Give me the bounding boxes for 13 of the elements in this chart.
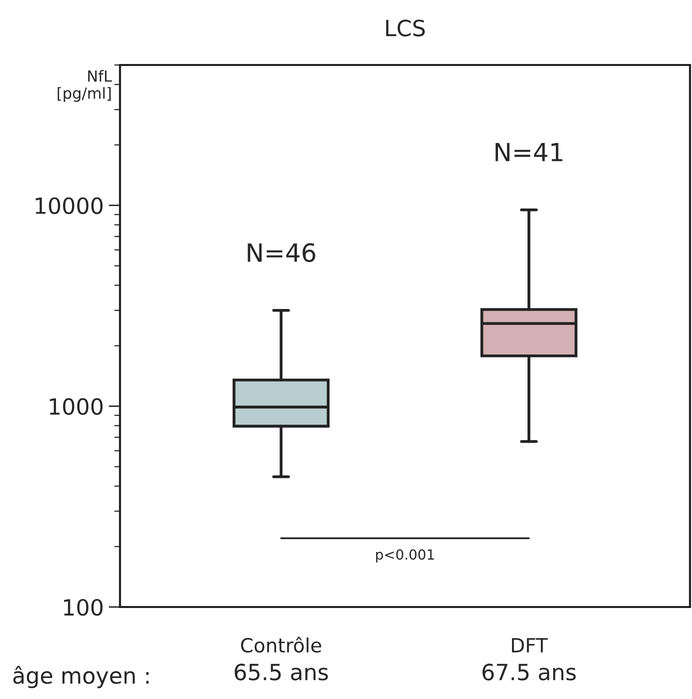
y-tick-label: 100 bbox=[64, 598, 103, 616]
text: 67.5 ans bbox=[482, 664, 576, 680]
annotation: p<0.001 bbox=[376, 549, 434, 562]
x-tick-label: Contrôle bbox=[241, 636, 322, 653]
x-tick-label: DFT bbox=[512, 638, 548, 652]
y-tick-label: 1000 bbox=[50, 398, 103, 415]
text: âge moyen : bbox=[13, 666, 149, 688]
chart-title: LCS bbox=[386, 20, 425, 36]
y-axis-title: NfL [pg/ml] bbox=[58, 70, 112, 102]
text: 65.5 ans bbox=[234, 664, 328, 680]
y-tick-label: 10000 bbox=[36, 197, 103, 214]
annotation: N=41 bbox=[496, 142, 562, 162]
annotation: N=46 bbox=[248, 243, 316, 262]
